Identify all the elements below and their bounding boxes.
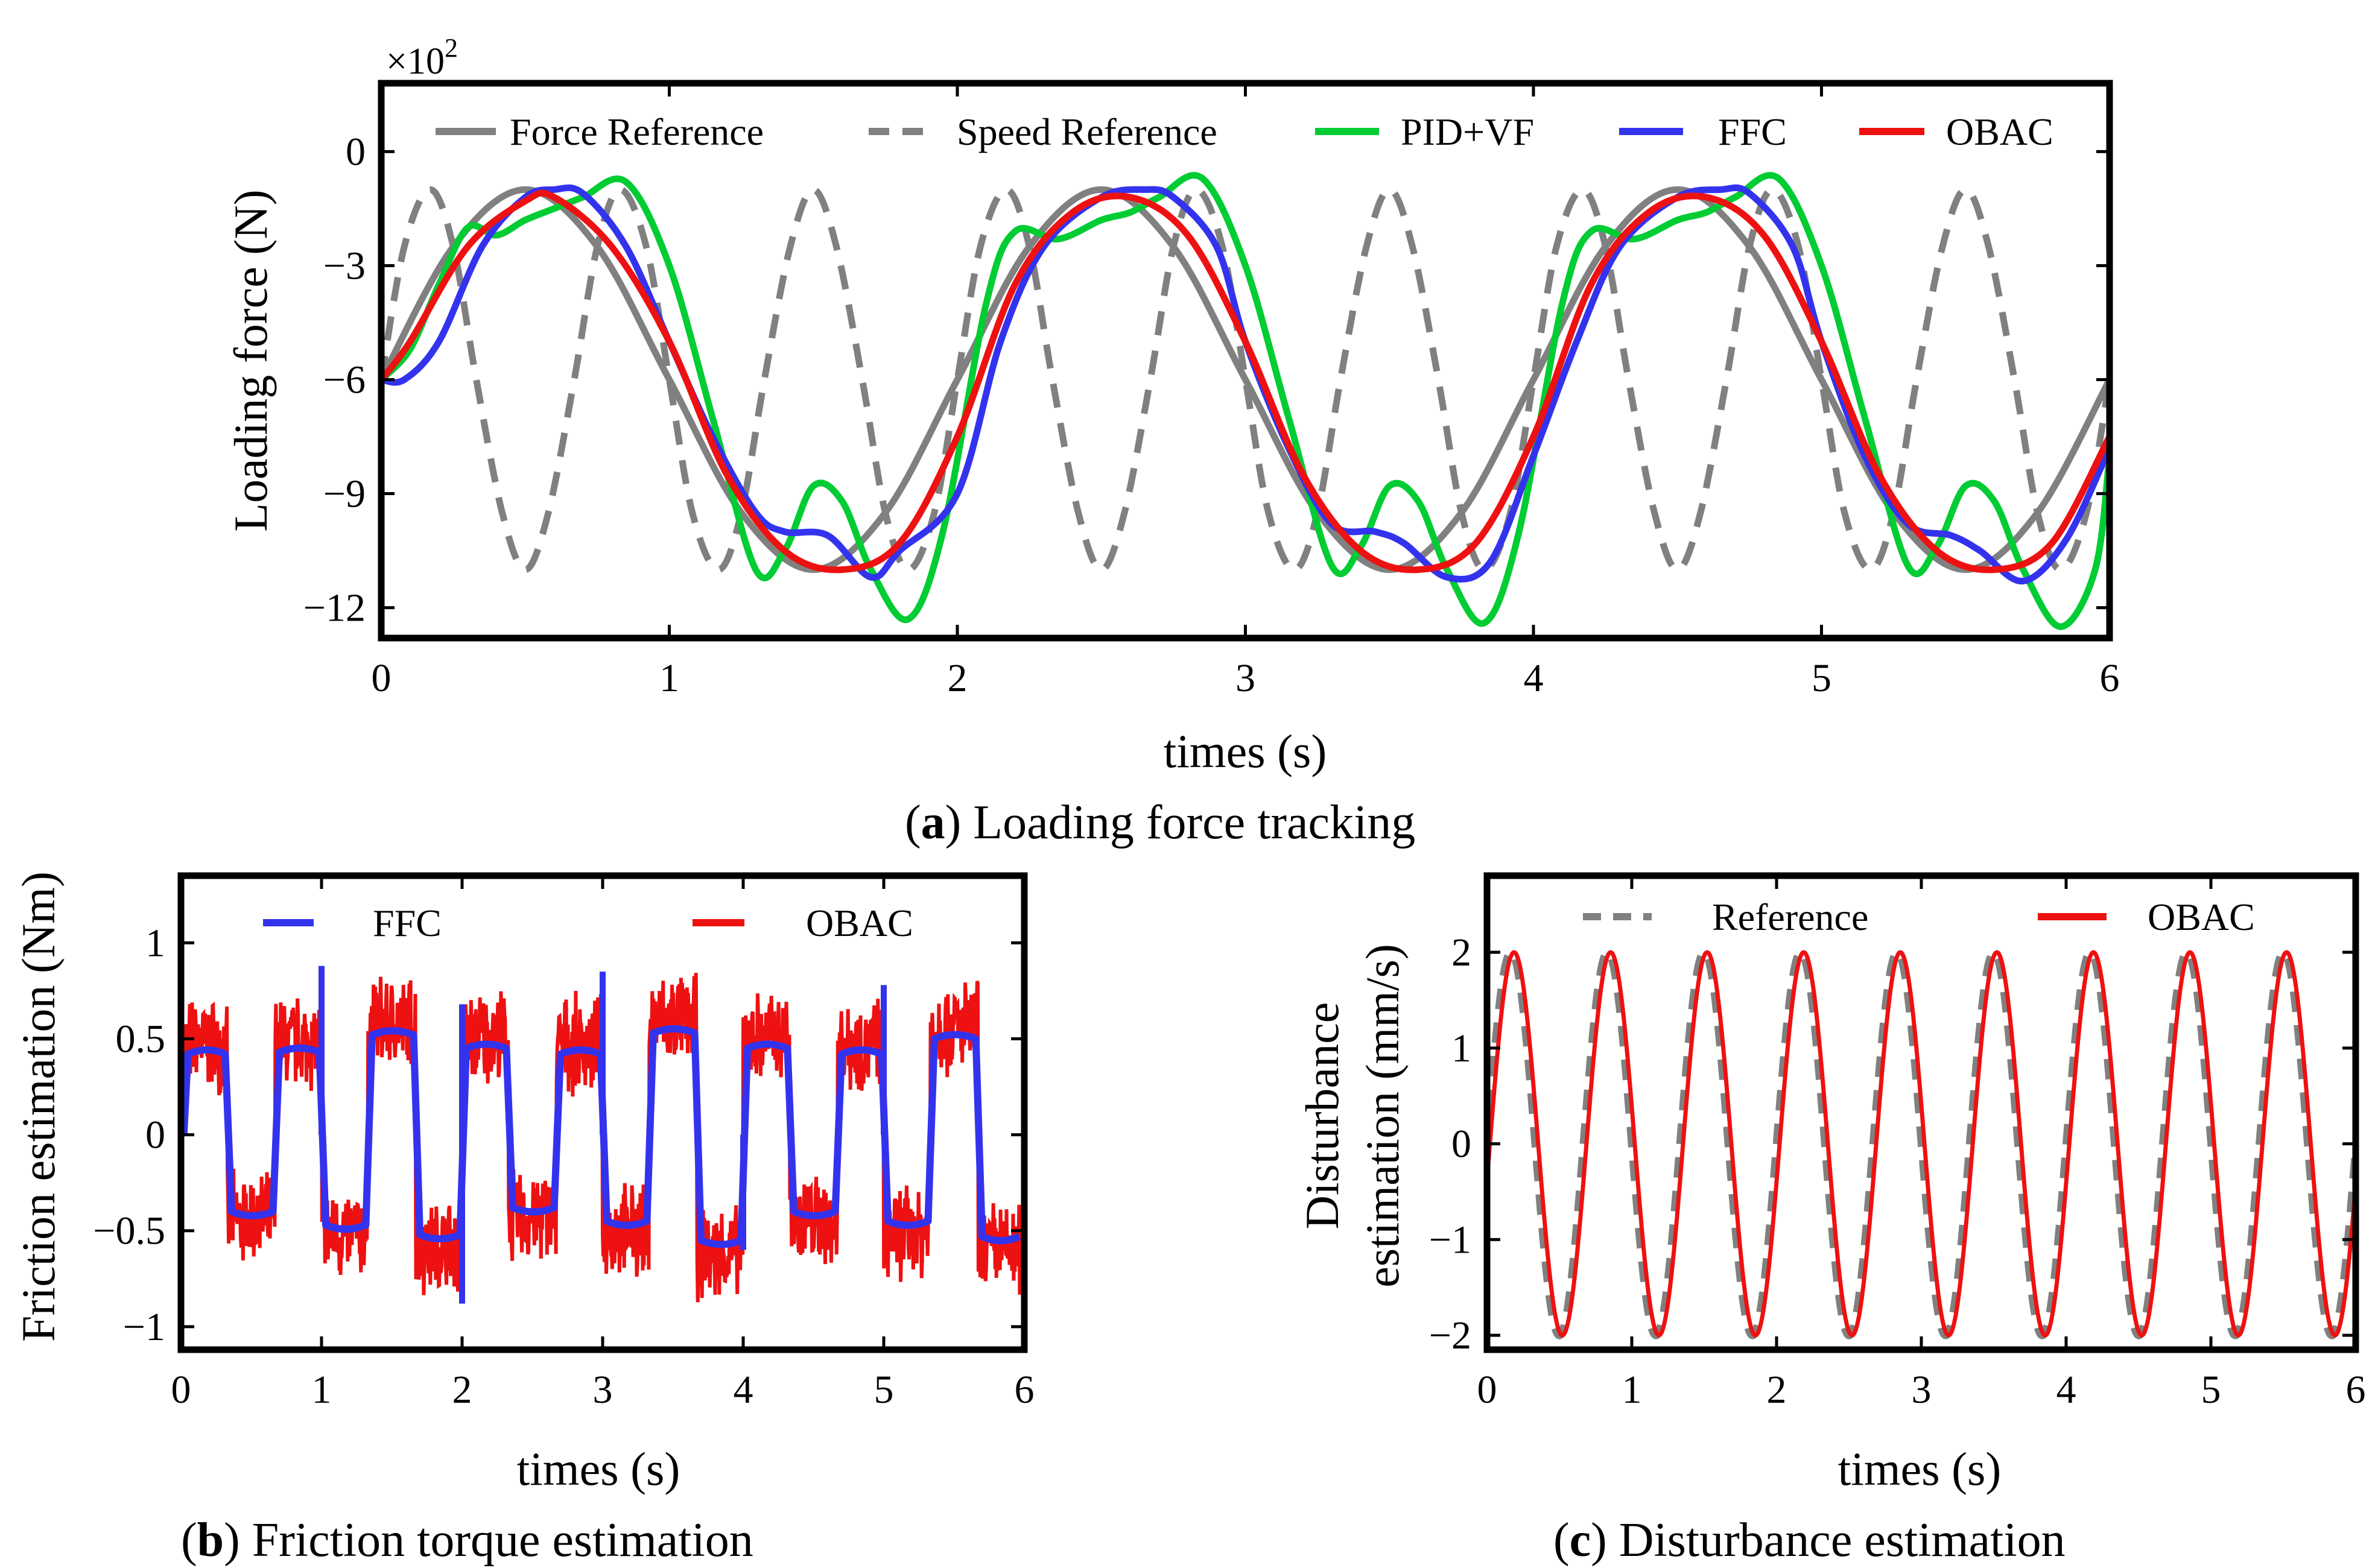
y-tick-label: 0: [145, 1113, 165, 1157]
legend-label-ffc-b: FFC: [373, 902, 442, 944]
panel-a-y-axis-label: Loading force (N): [224, 189, 277, 531]
y-tick-label: −2: [1429, 1314, 1471, 1358]
y-tick-label: −12: [303, 586, 366, 630]
x-tick-label: 5: [874, 1368, 894, 1412]
series-obac: [1487, 950, 2356, 1338]
y-tick-label: −6: [323, 358, 366, 402]
panel-a-y-multiplier: ×102: [386, 33, 458, 82]
x-tick-label: 5: [2201, 1368, 2221, 1412]
x-tick-label: 0: [1477, 1368, 1497, 1412]
x-tick-label: 2: [452, 1368, 472, 1412]
panel-c-legend: Reference OBAC: [1583, 896, 2255, 938]
x-tick-label: 6: [1015, 1368, 1035, 1412]
x-tick-label: 3: [1235, 656, 1255, 700]
series-obac: [381, 189, 2110, 574]
x-tick-label: 3: [1912, 1368, 1932, 1412]
panel-c-caption: (c) Disturbance estimation: [1553, 1514, 2066, 1567]
x-tick-label: 4: [1524, 656, 1544, 700]
legend-label-reference-c: Reference: [1712, 896, 1868, 938]
x-tick-label: 4: [2056, 1368, 2076, 1412]
series-reference: [1487, 948, 2356, 1340]
x-tick-label: 0: [372, 656, 392, 700]
y-tick-label: −1: [123, 1305, 165, 1349]
panel-c-x-ticks: 0 1 2 3 4 5 6: [1477, 876, 2366, 1412]
x-tick-label: 1: [312, 1368, 332, 1412]
y-tick-label: −0.5: [93, 1209, 165, 1253]
panel-c-x-axis-label: times (s): [1838, 1443, 2002, 1495]
panel-a-x-axis-label: times (s): [1164, 725, 1327, 777]
y-tick-label: 2: [1451, 931, 1471, 975]
panel-b-legend: FFC OBAC: [263, 902, 913, 944]
legend-label-obac-c: OBAC: [2148, 896, 2255, 938]
x-tick-label: 1: [659, 656, 679, 700]
x-tick-label: 6: [2100, 656, 2120, 700]
panel-b-x-ticks: 0 1 2 3 4 5 6: [171, 876, 1035, 1412]
y-tick-label: 0: [1451, 1122, 1471, 1166]
y-tick-label: −1: [1429, 1218, 1471, 1262]
legend-label-ffc: FFC: [1718, 110, 1787, 153]
y-tick-label: −3: [323, 244, 366, 288]
legend-label-obac-b: OBAC: [806, 902, 913, 944]
series-force-reference: [381, 186, 2110, 574]
panel-b-friction-torque: 1 0.5 0 −0.5 −1 0 1 2 3 4 5 6 times (s) Friction e…: [12, 871, 1035, 1567]
y-tick-label: 1: [145, 921, 165, 965]
legend-label-obac: OBAC: [1946, 110, 2053, 153]
panel-c-disturbance: 2 1 0 −1 −2 0 1 2 3 4 5 6 times (s) Disturbance es…: [1296, 872, 2366, 1567]
x-tick-label: 3: [593, 1368, 613, 1412]
panel-a-loading-force: 0 −3 −6 −9 −12 0 1 2 3 4 5 6 ×102 times (s) Loadin…: [224, 33, 2120, 849]
x-tick-label: 2: [1767, 1368, 1787, 1412]
panel-a-y-ticks: 0 −3 −6 −9 −12: [303, 130, 2110, 630]
y-tick-label: 1: [1451, 1026, 1471, 1070]
x-tick-label: 2: [948, 656, 968, 700]
panel-b-x-axis-label: times (s): [517, 1443, 680, 1495]
panel-a-plot-area: [381, 172, 2110, 630]
panel-c-y-axis-label-line1: Disturbance: [1296, 1002, 1348, 1230]
legend-label-pid-vf: PID+VF: [1401, 110, 1534, 153]
x-tick-label: 6: [2346, 1368, 2366, 1412]
panel-b-plot-area: [181, 966, 1024, 1304]
panel-c-y-ticks: 2 1 0 −1 −2: [1429, 931, 2356, 1358]
y-tick-label: −9: [323, 472, 366, 516]
panel-a-caption: (a) Loading force tracking: [905, 796, 1415, 849]
panel-b-y-axis-label: Friction estimation (Nm): [12, 871, 65, 1342]
panel-b-caption: (b) Friction torque estimation: [181, 1514, 753, 1567]
x-tick-label: 0: [171, 1368, 191, 1412]
panel-a-x-ticks: 0 1 2 3 4 5 6: [372, 83, 2120, 700]
x-tick-label: 1: [1622, 1368, 1642, 1412]
legend-label-force-reference: Force Reference: [510, 110, 764, 153]
panel-b-y-ticks: 1 0.5 0 −0.5 −1: [93, 921, 1024, 1349]
y-tick-label: 0: [346, 130, 366, 174]
y-tick-label: 0.5: [116, 1017, 166, 1061]
panel-c-y-axis-label-line2: estimation (mm/s): [1356, 944, 1409, 1288]
panel-c-plot-area: [1487, 948, 2356, 1340]
x-tick-label: 4: [734, 1368, 753, 1412]
x-tick-label: 5: [1812, 656, 1831, 700]
series-pid-vf: [381, 172, 2110, 630]
panel-a-legend: Force Reference Speed Reference PID+VF F…: [436, 110, 2053, 153]
legend-label-speed-reference: Speed Reference: [957, 110, 1217, 153]
